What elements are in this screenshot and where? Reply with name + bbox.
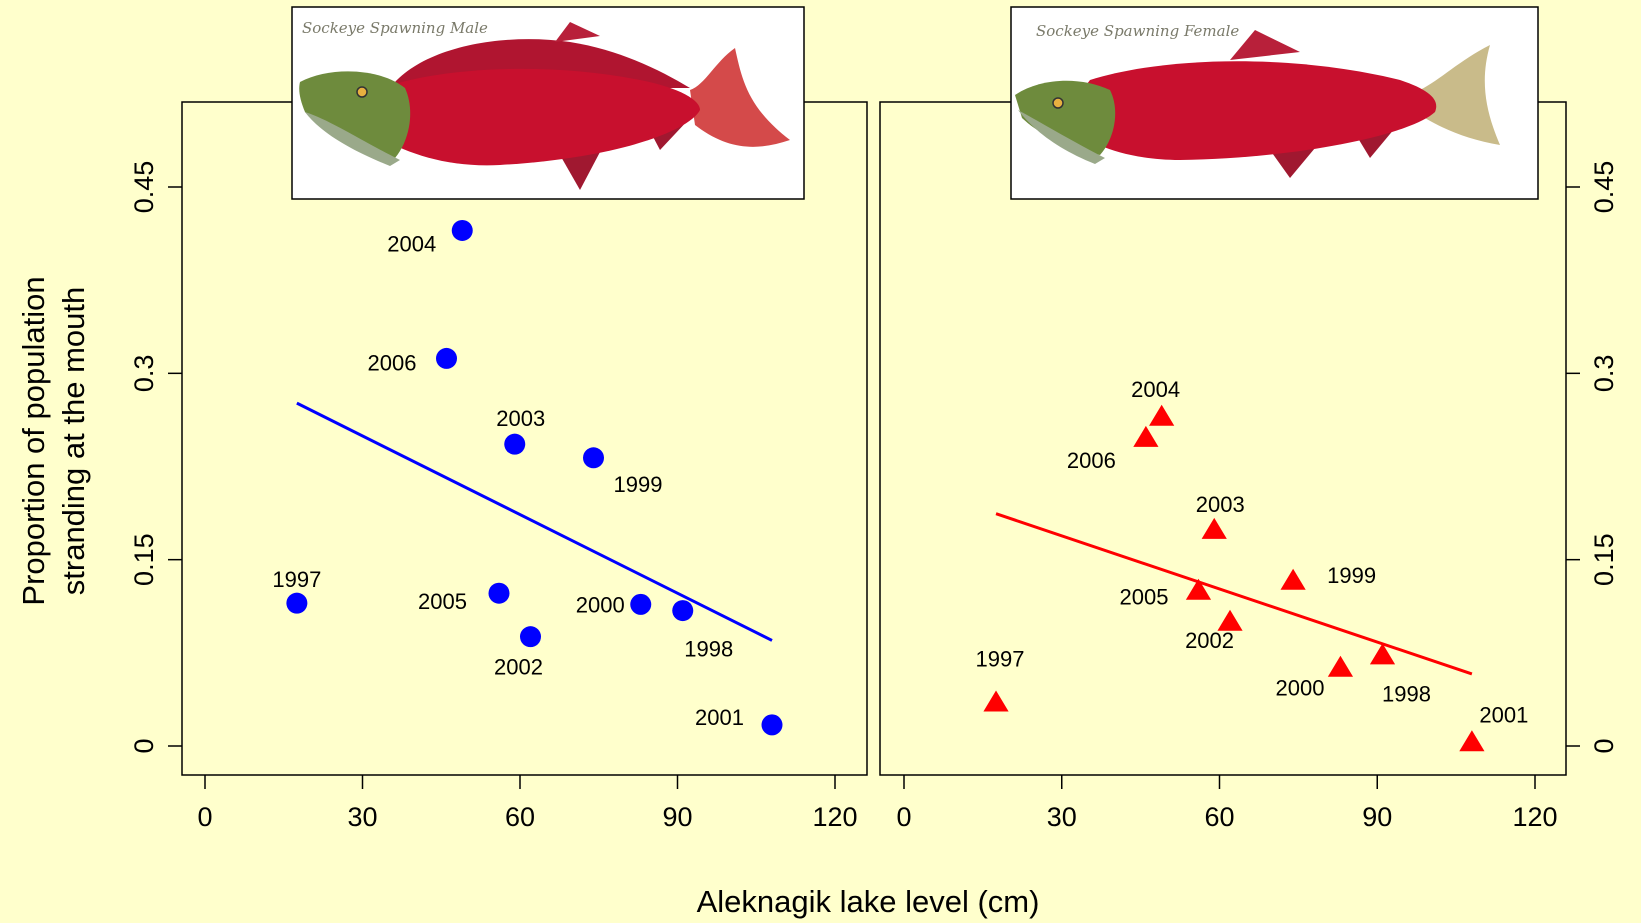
left-point-2001 bbox=[761, 714, 783, 736]
right-point-label-1999: 1999 bbox=[1327, 563, 1376, 588]
right-plot-frame bbox=[879, 101, 1567, 776]
left-regression-line bbox=[296, 401, 773, 642]
left-point-2002 bbox=[520, 626, 541, 648]
left-y-tick-label: 0.45 bbox=[129, 161, 159, 214]
right-x-tick-label: 30 bbox=[1047, 802, 1077, 832]
right-points-layer: 1997 1998 1999 2000 2001 2002 2003 2004 2005 2006 bbox=[976, 377, 1528, 752]
right-point-1998 bbox=[1369, 643, 1396, 665]
left-point-label-2006: 2006 bbox=[368, 350, 417, 375]
male-sockeye-picture: Sockeye Spawning Male bbox=[291, 6, 805, 200]
right-point-label-1997: 1997 bbox=[976, 647, 1025, 672]
right-point-label-2001: 2001 bbox=[1479, 702, 1528, 727]
left-point-1998 bbox=[672, 600, 694, 622]
left-point-1999 bbox=[583, 447, 604, 469]
right-axes-layer: 0 30 60 90 120 0 0.15 0.3 0.45 bbox=[896, 161, 1619, 832]
right-x-tick-label: 0 bbox=[896, 802, 911, 832]
left-fit-layer bbox=[296, 401, 773, 642]
left-x-tick-label: 0 bbox=[197, 802, 212, 832]
male-picture-caption: Sockeye Spawning Male bbox=[302, 19, 488, 37]
left-y-tick-label: 0.15 bbox=[129, 533, 159, 586]
left-y-tick-label: 0 bbox=[129, 738, 159, 753]
right-y-tick-label: 0.45 bbox=[1589, 161, 1619, 214]
y-axis-title: Proportion of population stranding at th… bbox=[16, 276, 91, 605]
left-point-label-1999: 1999 bbox=[614, 472, 663, 497]
female-picture-caption: Sockeye Spawning Female bbox=[1036, 22, 1239, 40]
left-y-tick-label: 0.3 bbox=[129, 355, 159, 393]
left-point-label-2002: 2002 bbox=[494, 655, 543, 680]
female-fish-illustration bbox=[1015, 30, 1500, 178]
right-point-label-2003: 2003 bbox=[1196, 492, 1245, 517]
female-sockeye-picture: Sockeye Spawning Female bbox=[1010, 6, 1539, 200]
left-point-label-2001: 2001 bbox=[695, 705, 744, 730]
x-axis-title: Aleknagik lake level (cm) bbox=[697, 884, 1040, 919]
left-point-2006 bbox=[436, 347, 457, 369]
right-point-2002 bbox=[1217, 609, 1243, 631]
right-point-2001 bbox=[1459, 730, 1485, 752]
left-point-label-2000: 2000 bbox=[576, 592, 625, 617]
right-x-tick-label: 90 bbox=[1362, 802, 1392, 832]
y-axis-title-line-1: Proportion of population bbox=[16, 276, 51, 605]
left-point-2005 bbox=[488, 582, 510, 604]
right-x-tick-label: 60 bbox=[1204, 802, 1234, 832]
left-point-label-2003: 2003 bbox=[496, 406, 545, 431]
right-point-2005 bbox=[1185, 578, 1212, 600]
right-y-tick-label: 0.15 bbox=[1589, 533, 1619, 586]
left-point-2004 bbox=[451, 219, 473, 241]
left-point-2000 bbox=[630, 593, 652, 615]
left-x-tick-label: 120 bbox=[812, 802, 857, 832]
right-y-tick-label: 0 bbox=[1589, 738, 1619, 753]
right-point-2000 bbox=[1327, 655, 1354, 677]
left-panel: 1997 1998 1999 2000 2001 2002 2003 2004 2005 2006… bbox=[129, 6, 868, 832]
right-y-tick-label: 0.3 bbox=[1589, 355, 1619, 393]
left-axes-layer: 0 30 60 90 120 0 0.15 0.3 0.45 bbox=[129, 161, 858, 832]
right-point-2003 bbox=[1201, 517, 1227, 539]
right-point-1999 bbox=[1280, 568, 1306, 590]
left-point-1997 bbox=[286, 592, 308, 614]
right-fit-layer bbox=[995, 512, 1473, 676]
y-axis-title-line-2: stranding at the mouth bbox=[56, 287, 91, 595]
right-point-label-1998: 1998 bbox=[1382, 681, 1431, 706]
right-panel: 1997 1998 1999 2000 2001 2002 2003 2004 2005 2006… bbox=[879, 6, 1619, 832]
left-point-label-2005: 2005 bbox=[418, 589, 467, 614]
left-x-tick-label: 30 bbox=[347, 802, 377, 832]
left-point-label-2004: 2004 bbox=[387, 231, 436, 256]
left-point-2003 bbox=[504, 433, 526, 455]
right-regression-line bbox=[995, 512, 1473, 676]
male-fish-illustration bbox=[299, 22, 790, 190]
left-point-label-1998: 1998 bbox=[684, 637, 733, 662]
right-point-label-2000: 2000 bbox=[1275, 676, 1324, 701]
right-point-2006 bbox=[1133, 425, 1159, 447]
left-x-tick-label: 90 bbox=[662, 802, 692, 832]
right-point-label-2006: 2006 bbox=[1067, 448, 1116, 473]
left-point-label-1997: 1997 bbox=[272, 567, 321, 592]
right-point-label-2002: 2002 bbox=[1185, 628, 1234, 653]
right-point-label-2004: 2004 bbox=[1131, 377, 1180, 402]
left-x-tick-label: 60 bbox=[505, 802, 535, 832]
right-point-2004 bbox=[1149, 404, 1175, 426]
right-point-label-2005: 2005 bbox=[1120, 585, 1169, 610]
right-x-tick-label: 120 bbox=[1512, 802, 1557, 832]
left-points-layer: 1997 1998 1999 2000 2001 2002 2003 2004 2005 2006 bbox=[272, 219, 783, 736]
right-point-1997 bbox=[983, 690, 1009, 712]
